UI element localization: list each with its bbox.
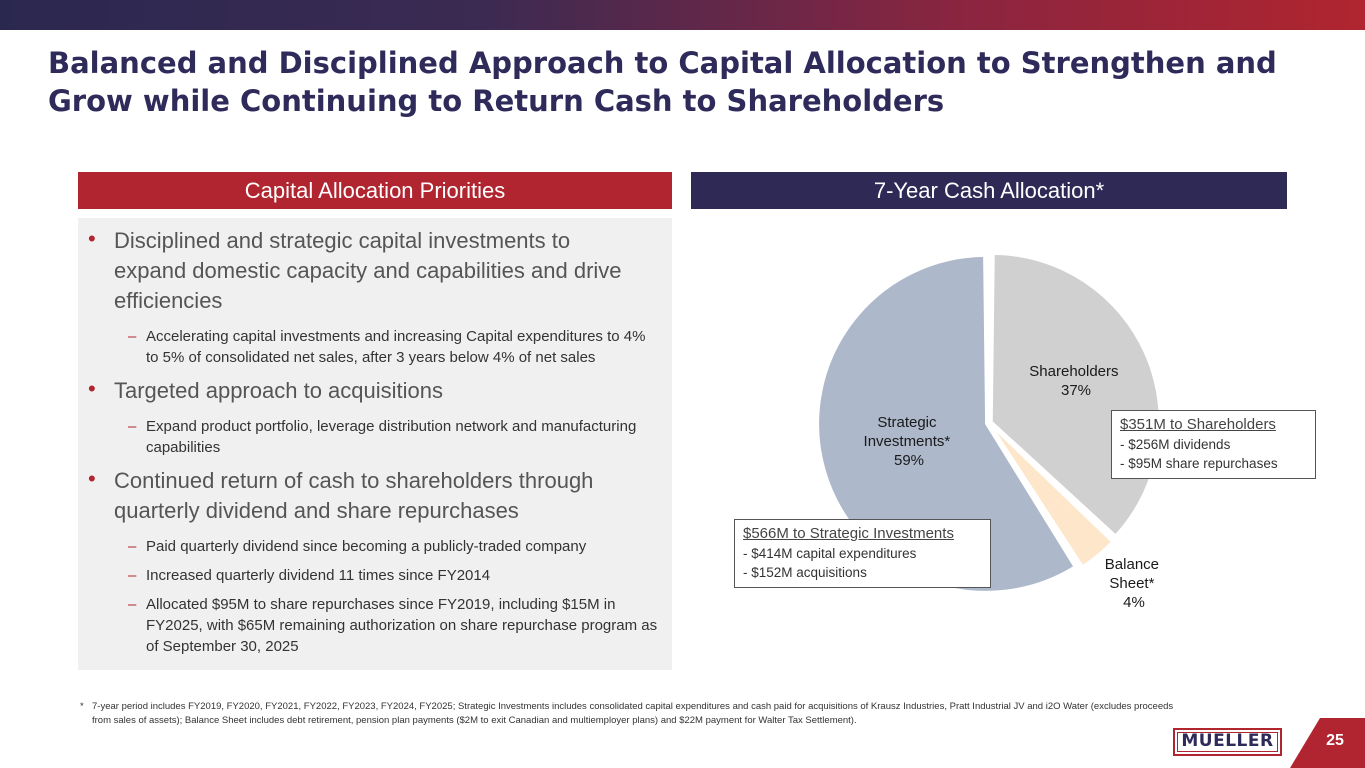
strategic-investments-callout: $566M to Strategic Investments - $414M c… xyxy=(734,519,991,588)
priority-sub-bullet: – Paid quarterly dividend since becoming… xyxy=(78,536,672,557)
priority-text: Disciplined and strategic capital invest… xyxy=(114,228,622,313)
priority-text: Continued return of cash to shareholders… xyxy=(114,468,594,523)
priorities-list: • Disciplined and strategic capital inve… xyxy=(78,226,672,665)
capital-allocation-priorities-header: Capital Allocation Priorities xyxy=(78,172,672,209)
page-number: 25 xyxy=(1326,732,1344,749)
dash-icon: – xyxy=(128,418,137,435)
label-strategic-line1: Strategic xyxy=(877,414,937,431)
mueller-logo: MUELLER xyxy=(1173,728,1282,756)
dash-icon: – xyxy=(128,538,137,555)
label-shareholders-pct: 37% xyxy=(1061,382,1091,399)
label-strategic-line2: Investments* xyxy=(864,433,951,450)
label-shareholders: Shareholders 37% xyxy=(1029,363,1122,399)
sub-bullet-text: Paid quarterly dividend since becoming a… xyxy=(146,538,587,555)
cash-allocation-header: 7-Year Cash Allocation* xyxy=(691,172,1287,209)
bullet-dot-icon: • xyxy=(88,466,96,491)
dash-icon: – xyxy=(128,567,137,584)
bullet-dot-icon: • xyxy=(88,226,96,251)
top-gradient-bar xyxy=(0,0,1365,30)
strategic-callout-line: - $414M capital expenditures xyxy=(743,546,917,561)
shareholders-callout-line: - $95M share repurchases xyxy=(1120,456,1278,471)
page-title: Balanced and Disciplined Approach to Cap… xyxy=(48,46,1277,118)
pie-slice-strategic-investments xyxy=(817,254,1076,593)
sub-bullet-text: Expand product portfolio, leverage distr… xyxy=(146,418,637,456)
dash-icon: – xyxy=(128,596,137,613)
priority-bullet: • Targeted approach to acquisitions xyxy=(78,376,672,406)
dash-icon: – xyxy=(128,328,137,345)
label-balance-line1: Balance xyxy=(1105,556,1159,573)
priorities-panel: • Disciplined and strategic capital inve… xyxy=(78,218,672,670)
priority-text: Targeted approach to acquisitions xyxy=(114,378,443,403)
priority-sub-bullet: – Expand product portfolio, leverage dis… xyxy=(78,416,672,458)
priority-bullet: • Continued return of cash to shareholde… xyxy=(78,466,672,526)
strategic-callout-heading: $566M to Strategic Investments xyxy=(743,525,954,542)
shareholders-callout-line: - $256M dividends xyxy=(1120,437,1231,452)
logo-inner-border xyxy=(1177,732,1278,752)
priority-sub-bullet: – Increased quarterly dividend 11 times … xyxy=(78,565,672,586)
footnote-text: 7-year period includes FY2019, FY2020, F… xyxy=(92,701,1174,726)
logo-text: MUELLER xyxy=(1181,731,1274,751)
priority-sub-bullet: – Allocated $95M to share repurchases si… xyxy=(78,594,672,657)
sub-bullet-text: Increased quarterly dividend 11 times si… xyxy=(146,567,491,584)
shareholders-callout-heading: $351M to Shareholders xyxy=(1120,416,1276,433)
sub-bullet-text: Allocated $95M to share repurchases sinc… xyxy=(146,596,658,655)
footnote-marker: * xyxy=(80,701,84,712)
sub-bullet-text: Accelerating capital investments and inc… xyxy=(146,328,646,366)
label-balance-line2: Sheet* xyxy=(1109,575,1154,592)
shareholders-callout: $351M to Shareholders - $256M dividends … xyxy=(1111,410,1316,479)
label-balance-sheet: Balance Sheet* 4% xyxy=(1105,556,1163,611)
priority-bullet: • Disciplined and strategic capital inve… xyxy=(78,226,672,316)
strategic-callout-line: - $152M acquisitions xyxy=(743,565,867,580)
label-shareholders-name: Shareholders xyxy=(1029,363,1118,380)
priority-sub-bullet: – Accelerating capital investments and i… xyxy=(78,326,672,368)
footnote: * 7-year period includes FY2019, FY2020,… xyxy=(80,700,1180,728)
pie-slice-balance-sheet xyxy=(990,424,1114,568)
bullet-dot-icon: • xyxy=(88,376,96,401)
label-balance-pct: 4% xyxy=(1123,594,1145,611)
label-strategic-pct: 59% xyxy=(894,452,924,469)
label-strategic-investments: Strategic Investments* 59% xyxy=(864,414,955,469)
